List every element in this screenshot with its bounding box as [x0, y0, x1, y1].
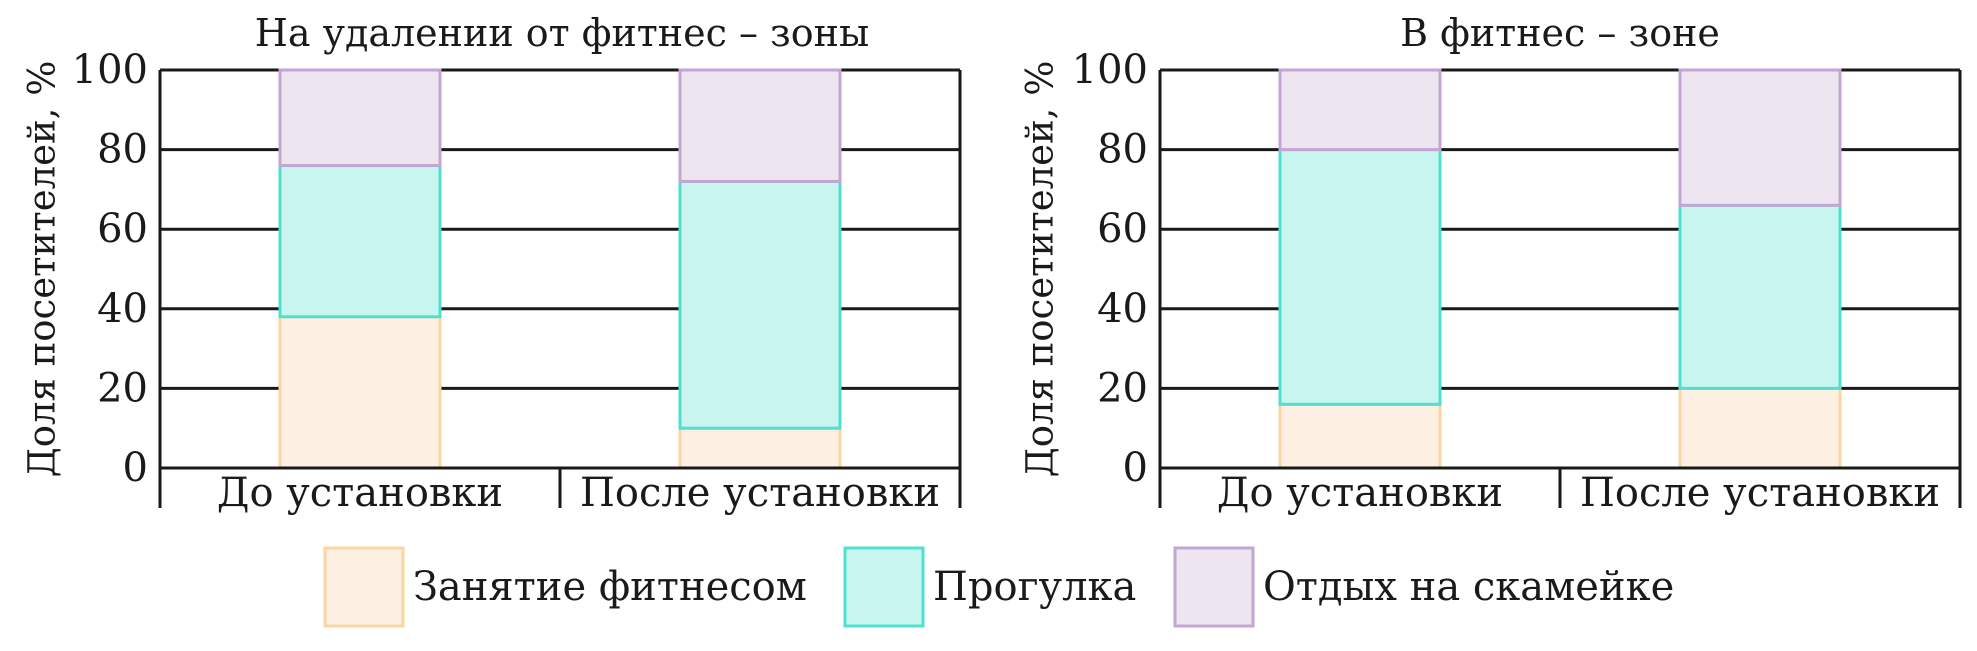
y-tick-label-0-2: 40: [97, 286, 148, 332]
y-axis-label-1: Доля посетителей, %: [1019, 61, 1062, 478]
legend-swatch-2: [1173, 546, 1255, 628]
legend-swatch-0: [323, 546, 405, 628]
bar-segment-1-0-1: [1278, 148, 1442, 406]
bar-segment-1-1-2: [1678, 68, 1842, 207]
y-tick-label-1-4: 80: [1097, 127, 1148, 173]
legend-label-0: Занятие фитнесом: [413, 564, 807, 610]
bar-segment-1-0-2: [1278, 68, 1442, 152]
y-tick-label-0-5: 100: [72, 47, 148, 93]
x-category-label-1-1: После установки: [1580, 470, 1940, 516]
bar-segment-0-1-0: [678, 426, 842, 470]
bar-segment-0-1-1: [678, 179, 842, 430]
y-tick-label-0-0: 0: [123, 445, 148, 491]
legend-label-2: Отдых на скамейке: [1263, 564, 1674, 610]
x-category-label-1-0: До установки: [1217, 470, 1503, 516]
bar-segment-0-0-1: [278, 164, 442, 319]
legend-label-1: Прогулка: [933, 564, 1136, 610]
y-tick-label-1-5: 100: [1072, 47, 1148, 93]
y-axis-label-0: Доля посетителей, %: [21, 61, 64, 478]
y-tick-label-1-0: 0: [1123, 445, 1148, 491]
y-tick-label-1-2: 40: [1097, 286, 1148, 332]
bar-segment-0-1-2: [678, 68, 842, 183]
legend-swatch-1: [843, 546, 925, 628]
chart-title-1: В фитнес – зоне: [1400, 11, 1720, 55]
bar-segment-0-0-2: [278, 68, 442, 168]
chart-title-0: На удалении от фитнес – зоны: [255, 11, 869, 55]
y-tick-label-0-4: 80: [97, 127, 148, 173]
bar-segment-1-1-0: [1678, 386, 1842, 470]
bar-segment-1-1-1: [1678, 203, 1842, 390]
y-tick-label-1-3: 60: [1097, 206, 1148, 252]
y-tick-label-0-1: 20: [97, 365, 148, 411]
y-tick-label-1-1: 20: [1097, 365, 1148, 411]
bar-segment-1-0-0: [1278, 402, 1442, 470]
x-category-label-0-1: После установки: [580, 470, 940, 516]
y-tick-label-0-3: 60: [97, 206, 148, 252]
bar-segment-0-0-0: [278, 315, 442, 470]
x-category-label-0-0: До установки: [217, 470, 503, 516]
